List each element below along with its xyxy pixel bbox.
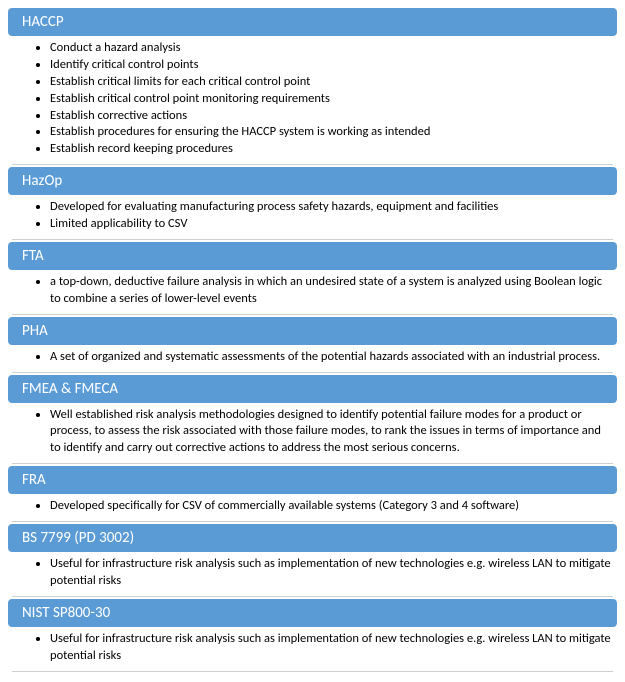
section-item: Developed specifically for CSV of commer… xyxy=(50,498,613,515)
section-header: FTA xyxy=(8,242,617,270)
section-header: PHA xyxy=(8,317,617,345)
section-item: A set of organized and systematic assess… xyxy=(50,349,613,366)
section-items: A set of organized and systematic assess… xyxy=(36,349,613,366)
section: HazOp Developed for evaluating manufactur… xyxy=(8,167,617,240)
section-header: HazOp xyxy=(8,167,617,195)
section-header: FRA xyxy=(8,466,617,494)
section-item: Well established risk analysis methodolo… xyxy=(50,407,613,458)
section-body: Developed specifically for CSV of commer… xyxy=(12,494,613,522)
section-body: Useful for infrastructure risk analysis … xyxy=(12,627,613,672)
section-body: A set of organized and systematic assess… xyxy=(12,345,613,373)
section-item: Useful for infrastructure risk analysis … xyxy=(50,631,613,665)
section-item: a top-down, deductive failure analysis i… xyxy=(50,274,613,308)
section-header: FMEA & FMECA xyxy=(8,375,617,403)
section-body: Conduct a hazard analysisIdentify critic… xyxy=(12,36,613,165)
section-item: Limited applicability to CSV xyxy=(50,216,613,233)
section-items: Useful for infrastructure risk analysis … xyxy=(36,556,613,590)
section: FMEA & FMECA Well established risk analys… xyxy=(8,375,617,465)
section-header: BS 7799 (PD 3002) xyxy=(8,524,617,552)
section-items: Developed specifically for CSV of commer… xyxy=(36,498,613,515)
section-body: Useful for infrastructure risk analysis … xyxy=(12,552,613,597)
section-item: Establish corrective actions xyxy=(50,108,613,125)
section-items: a top-down, deductive failure analysis i… xyxy=(36,274,613,308)
section-items: Useful for infrastructure risk analysis … xyxy=(36,631,613,665)
section: PHA A set of organized and systematic ass… xyxy=(8,317,617,373)
methodology-list: HACCP Conduct a hazard analysisIdentify c… xyxy=(8,8,617,672)
section-header: NIST SP800-30 xyxy=(8,599,617,627)
section-item: Identify critical control points xyxy=(50,57,613,74)
section-items: Well established risk analysis methodolo… xyxy=(36,407,613,458)
section-item: Establish procedures for ensuring the HA… xyxy=(50,124,613,141)
section-item: Conduct a hazard analysis xyxy=(50,40,613,57)
section-item: Useful for infrastructure risk analysis … xyxy=(50,556,613,590)
section-item: Establish critical control point monitor… xyxy=(50,91,613,108)
section-item: Establish critical limits for each criti… xyxy=(50,74,613,91)
section: BS 7799 (PD 3002) Useful for infrastructu… xyxy=(8,524,617,597)
section-body: Well established risk analysis methodolo… xyxy=(12,403,613,465)
section: FRA Developed specifically for CSV of com… xyxy=(8,466,617,522)
section-item: Establish record keeping procedures xyxy=(50,141,613,158)
section: HACCP Conduct a hazard analysisIdentify c… xyxy=(8,8,617,165)
section-header: HACCP xyxy=(8,8,617,36)
section: NIST SP800-30 Useful for infrastructure r… xyxy=(8,599,617,672)
section-items: Developed for evaluating manufacturing p… xyxy=(36,199,613,233)
section-item: Developed for evaluating manufacturing p… xyxy=(50,199,613,216)
section: FTA a top-down, deductive failure analysi… xyxy=(8,242,617,315)
section-body: a top-down, deductive failure analysis i… xyxy=(12,270,613,315)
section-items: Conduct a hazard analysisIdentify critic… xyxy=(36,40,613,158)
section-body: Developed for evaluating manufacturing p… xyxy=(12,195,613,240)
